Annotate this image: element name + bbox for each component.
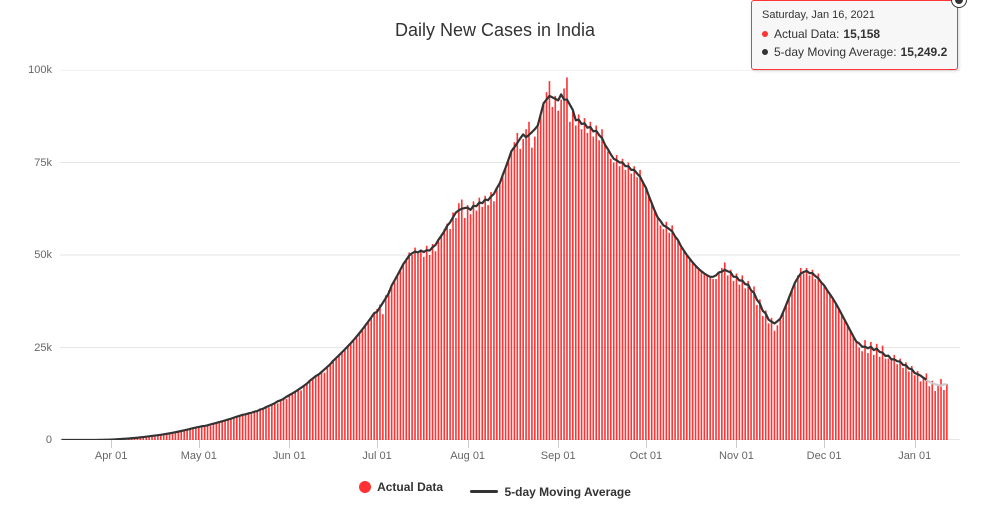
x-tick-mark — [111, 440, 112, 448]
tooltip-row: 5-day Moving Average: 15,249.2 — [762, 43, 947, 61]
tooltip-value: 15,158 — [843, 25, 880, 43]
tooltip-series-name: Actual Data — [774, 25, 836, 43]
x-tick-label: Jun 01 — [273, 450, 306, 462]
x-tick-mark — [646, 440, 647, 448]
tooltip: Saturday, Jan 16, 2021 Actual Data: 15,1… — [751, 0, 958, 70]
legend-label: Actual Data — [377, 480, 443, 494]
tooltip-value: 15,249.2 — [901, 43, 948, 61]
x-tick-mark — [824, 440, 825, 448]
x-tick-mark — [199, 440, 200, 448]
moving-average-line[interactable] — [61, 94, 926, 440]
chart-container: Daily New Cases in India 025k50k75k100k … — [0, 0, 990, 532]
x-tick-mark — [915, 440, 916, 448]
line-layer — [60, 70, 960, 440]
y-tick-label: 25k — [34, 342, 52, 354]
tooltip-row: Actual Data: 15,158 — [762, 25, 947, 43]
legend-label: 5-day Moving Average — [504, 485, 630, 499]
legend-item-actual[interactable]: Actual Data — [359, 480, 443, 494]
x-tick-mark — [468, 440, 469, 448]
y-tick-label: 100k — [28, 64, 52, 76]
x-tick-label: Nov 01 — [719, 450, 754, 462]
x-tick-label: Aug 01 — [450, 450, 485, 462]
x-axis: Apr 01 May 01 Jun 01 Jul 01 Aug 01 Sep 01 Oct … — [60, 440, 960, 470]
tooltip-date: Saturday, Jan 16, 2021 — [762, 9, 947, 21]
x-tick-label: Oct 01 — [630, 450, 662, 462]
legend: Actual Data 5-day Moving Average — [0, 480, 990, 499]
x-tick-label: May 01 — [181, 450, 217, 462]
x-tick-mark — [377, 440, 378, 448]
x-tick-mark — [289, 440, 290, 448]
x-tick-label: Sep 01 — [541, 450, 576, 462]
x-tick-label: Dec 01 — [807, 450, 842, 462]
y-tick-label: 50k — [34, 249, 52, 261]
y-tick-label: 0 — [46, 434, 52, 446]
legend-line-icon — [470, 490, 498, 493]
y-tick-label: 75k — [34, 157, 52, 169]
x-tick-label: Apr 01 — [95, 450, 127, 462]
x-tick-mark — [558, 440, 559, 448]
tooltip-bullet-icon — [762, 31, 768, 37]
x-tick-label: Jul 01 — [362, 450, 391, 462]
plot-area[interactable] — [60, 70, 960, 440]
legend-dot-icon — [359, 481, 371, 493]
x-tick-mark — [736, 440, 737, 448]
x-tick-label: Jan 01 — [898, 450, 931, 462]
moving-average-line-recent[interactable] — [926, 380, 946, 386]
tooltip-series-name: 5-day Moving Average — [774, 43, 893, 61]
tooltip-bullet-icon — [762, 49, 768, 55]
y-axis: 025k50k75k100k — [0, 70, 60, 440]
legend-item-avg[interactable]: 5-day Moving Average — [470, 485, 630, 499]
